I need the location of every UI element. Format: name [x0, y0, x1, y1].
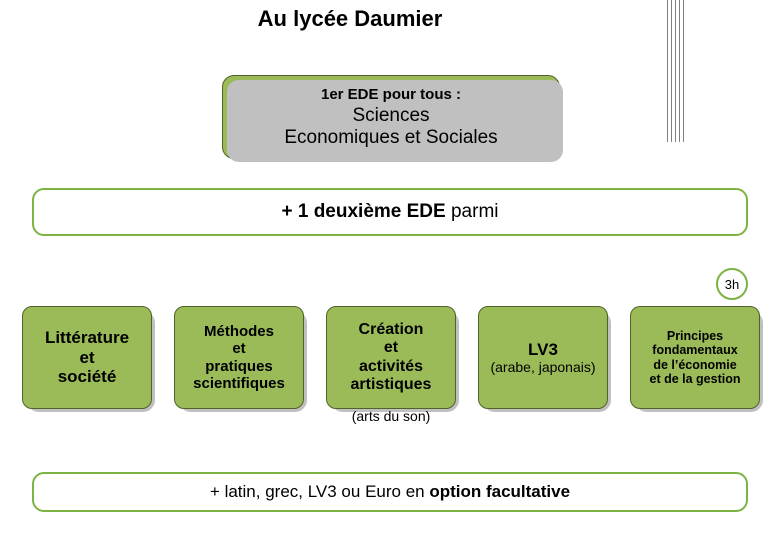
- option-creation: Création et activités artistiques: [326, 306, 456, 409]
- option-methodes: Méthodes et pratiques scientifiques: [174, 306, 304, 409]
- ede1-line2: Economiques et Sociales: [284, 127, 497, 149]
- option-line: fondamentaux: [652, 343, 737, 357]
- option-line: et de la gestion: [650, 372, 741, 386]
- ede1-box: 1er EDE pour tous : Sciences Economiques…: [222, 75, 560, 159]
- badge-3h: 3h: [716, 268, 748, 300]
- option-sub: (arabe, japonais): [490, 359, 595, 375]
- facultative-box: + latin, grec, LV3 ou Euro en option fac…: [32, 472, 748, 512]
- option-line: et: [232, 340, 245, 357]
- page-title: Au lycée Daumier: [0, 6, 700, 32]
- option-principes: Principes fondamentaux de l’économie et …: [630, 306, 760, 409]
- option-line: Méthodes: [204, 323, 274, 340]
- option-litterature: Littérature et société: [22, 306, 152, 409]
- option-line: Création: [359, 321, 424, 339]
- option-line: et: [79, 348, 94, 368]
- option-lv3: LV3 (arabe, japonais): [478, 306, 608, 409]
- ede2-suffix: parmi: [451, 201, 499, 222]
- ede1-heading: 1er EDE pour tous :: [321, 86, 461, 103]
- option-line: activités: [359, 358, 423, 376]
- option-creation-sub: (arts du son): [326, 408, 456, 424]
- facultative-prefix: + latin, grec, LV3 ou Euro en: [210, 482, 429, 501]
- facultative-bold: option facultative: [429, 482, 570, 501]
- ede2-text: + 1 deuxième EDE parmi: [281, 201, 498, 223]
- option-line: et: [384, 339, 398, 357]
- ede2-box: + 1 deuxième EDE parmi: [32, 188, 748, 236]
- option-line: artistiques: [351, 376, 432, 394]
- facultative-text: + latin, grec, LV3 ou Euro en option fac…: [210, 482, 570, 502]
- option-line: pratiques: [205, 358, 273, 375]
- option-line: Littérature: [45, 328, 129, 348]
- ede1-line1: Sciences: [352, 105, 429, 127]
- option-line: société: [58, 367, 117, 387]
- option-line: Principes: [667, 329, 723, 343]
- option-line: LV3: [528, 340, 558, 360]
- ede2-prefix: + 1 deuxième EDE: [281, 201, 451, 222]
- option-line: scientifiques: [193, 375, 285, 392]
- option-line: de l’économie: [653, 358, 736, 372]
